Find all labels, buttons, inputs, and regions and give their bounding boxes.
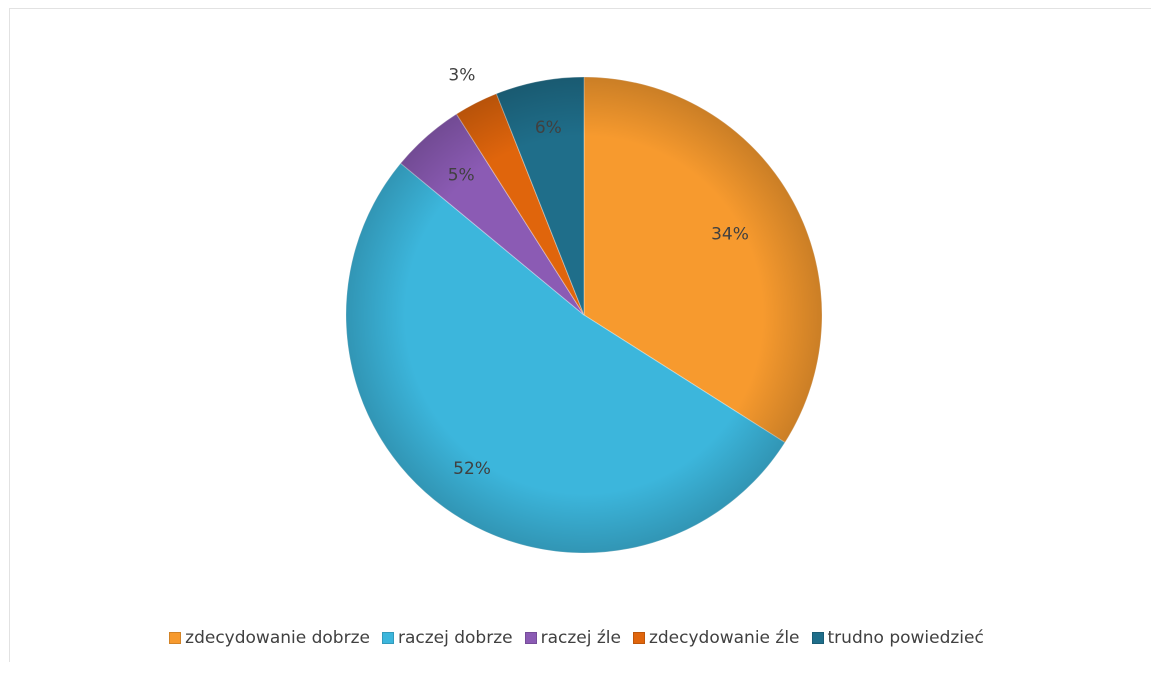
legend-item-zdecydowanie-dobrze: zdecydowanie dobrze xyxy=(169,628,370,648)
legend: zdecydowanie dobrze raczej dobrze raczej ź… xyxy=(0,628,1153,648)
legend-swatch xyxy=(811,632,824,644)
legend-label: zdecydowanie źle xyxy=(648,628,800,648)
legend-label: raczej dobrze xyxy=(397,628,513,648)
legend-item-raczej-dobrze: raczej dobrze xyxy=(381,628,513,648)
legend-item-zdecydowanie-zle: zdecydowanie źle xyxy=(632,628,800,648)
legend-item-raczej-zle: raczej źle xyxy=(524,628,621,648)
legend-swatch xyxy=(381,632,394,644)
data-label-trudno-powiedziec: 6% xyxy=(535,118,562,138)
data-label-raczej-zle: 5% xyxy=(448,166,475,186)
data-label-zdecydowanie-dobrze: 34% xyxy=(711,225,749,245)
data-label-zdecydowanie-zle: 3% xyxy=(448,65,475,85)
legend-label: zdecydowanie dobrze xyxy=(185,628,370,648)
chart-area xyxy=(9,8,1151,662)
legend-item-trudno-powiedziec: trudno powiedzieć xyxy=(811,628,984,648)
data-label-raczej-dobrze: 52% xyxy=(453,459,491,479)
legend-swatch xyxy=(169,632,182,644)
legend-label: raczej źle xyxy=(540,628,621,648)
legend-label: trudno powiedzieć xyxy=(827,628,984,648)
legend-swatch xyxy=(524,632,537,644)
legend-swatch xyxy=(632,632,645,644)
